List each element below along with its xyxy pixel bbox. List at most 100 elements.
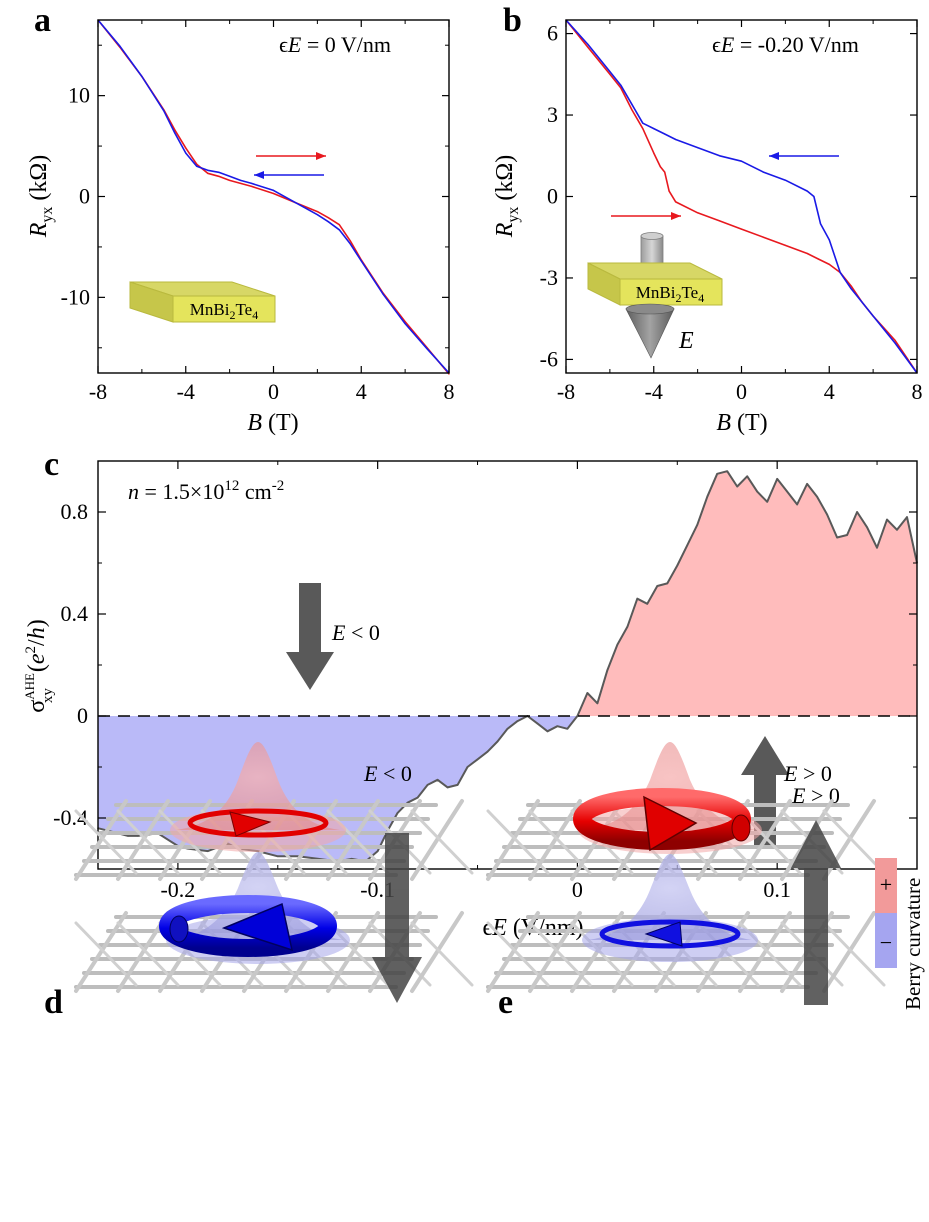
panel-b-annotation-e: E bbox=[720, 32, 735, 57]
data-point-a-0-17 bbox=[349, 240, 351, 242]
density-eq: = 1.5×10 bbox=[139, 479, 224, 504]
block-label-a: MnBi2Te4 bbox=[190, 300, 258, 322]
data-point-b-0-6 bbox=[653, 152, 655, 154]
block-label-a-pre: MnBi bbox=[190, 300, 230, 319]
data-point-b-1-8 bbox=[675, 138, 677, 141]
y-tick-label-b-2: 0 bbox=[547, 184, 558, 209]
data-point-c-52 bbox=[736, 485, 738, 488]
y-tick-label-c-1: 0 bbox=[77, 703, 88, 728]
ring-blue-small-e bbox=[599, 919, 741, 949]
data-point-c-66 bbox=[876, 546, 878, 549]
berry-peak-blue-e bbox=[588, 854, 752, 940]
colorbar-positive bbox=[875, 858, 897, 913]
x-tick-label-b-4: 8 bbox=[912, 379, 923, 404]
data-point-c-54 bbox=[756, 490, 758, 493]
y-tick-label-a-0: -10 bbox=[61, 284, 90, 309]
y-tick-label-b-0: -6 bbox=[540, 346, 558, 371]
y-tick-label-a-1: 0 bbox=[79, 184, 90, 209]
y-tick-label-c-3: 0.8 bbox=[61, 499, 89, 524]
data-point-b-0-7 bbox=[659, 166, 661, 168]
data-point-a-1-19 bbox=[382, 293, 384, 295]
x-tick-label-b-1: -4 bbox=[645, 379, 663, 404]
data-point-a-1-5 bbox=[185, 152, 187, 154]
ring-red-small-d bbox=[187, 808, 329, 838]
ring-red-thick-e bbox=[573, 788, 751, 852]
data-point-c-60 bbox=[816, 495, 818, 498]
label-e-negative: E < 0 bbox=[331, 620, 380, 645]
data-point-a-1-2 bbox=[141, 75, 143, 78]
berry-curvature-colorbar: + − Berry curvature bbox=[875, 858, 925, 1010]
panel-c-ylabel-sigma: σ bbox=[24, 700, 50, 713]
data-point-b-1-21 bbox=[872, 315, 874, 317]
data-point-a-0-14 bbox=[316, 211, 318, 213]
colorbar-minus: − bbox=[880, 930, 892, 955]
data-point-c-35 bbox=[566, 728, 569, 730]
y-tick-label-b-3: 3 bbox=[547, 102, 558, 127]
data-point-b-1-2 bbox=[609, 71, 611, 73]
data-point-b-0-23 bbox=[894, 339, 896, 341]
panel-b-plot-area: -8 -4 0 4 8 -6 -3 0 3 6 bbox=[540, 19, 923, 404]
panel-a-ylabel-unit: (kΩ) bbox=[26, 155, 52, 207]
data-point-c-67 bbox=[886, 518, 888, 521]
lattice-cross-rod-b bbox=[74, 921, 138, 987]
lattice-cross-rod bbox=[486, 911, 540, 993]
density-uexp: -2 bbox=[272, 478, 285, 494]
data-point-b-1-13 bbox=[784, 179, 787, 181]
data-point-b-0-5 bbox=[642, 128, 644, 130]
data-point-c-57 bbox=[786, 490, 788, 493]
x-tick-label-c-0: -0.2 bbox=[160, 877, 195, 902]
label-e-positive-e-e: E bbox=[783, 761, 798, 786]
data-point-b-1-22 bbox=[894, 342, 896, 344]
data-point-c-38 bbox=[596, 702, 599, 705]
data-point-b-1-20 bbox=[861, 301, 863, 303]
data-point-c-62 bbox=[836, 536, 838, 539]
data-point-a-0-5 bbox=[185, 147, 187, 149]
data-point-a-0-9 bbox=[229, 179, 231, 181]
y-tick-label-a-2: 10 bbox=[68, 83, 90, 108]
x-tick-label-a-0: -8 bbox=[89, 379, 107, 404]
panel-a-ylabel-r: R bbox=[26, 222, 52, 238]
density-exp: 12 bbox=[224, 478, 239, 494]
block-label-b-s2: 4 bbox=[698, 291, 704, 305]
data-point-c-1 bbox=[127, 835, 129, 837]
panel-d: d E < 0 bbox=[44, 742, 474, 1021]
data-point-b-0-11 bbox=[697, 212, 699, 214]
panel-c-ylabel-close: ) bbox=[24, 619, 50, 627]
data-point-c-46 bbox=[676, 564, 679, 567]
label-e-positive-e: E > 0 bbox=[783, 761, 832, 786]
sweep-arrow-head-b-0 bbox=[671, 212, 681, 220]
data-point-a-0-6 bbox=[196, 163, 198, 165]
lattice-cross-rod-b bbox=[570, 921, 634, 987]
data-point-a-0-4 bbox=[174, 129, 176, 131]
panel-b-ylabel-r: R bbox=[492, 222, 518, 238]
data-point-c-53 bbox=[746, 475, 748, 478]
data-point-c-26 bbox=[476, 758, 479, 761]
panel-b-annotation-eps: ϵ bbox=[712, 32, 721, 57]
data-point-b-0-9 bbox=[668, 190, 670, 192]
panel-b-xlabel-unit: (T) bbox=[731, 410, 768, 436]
panel-a-annotation: ϵE = 0 V/nm bbox=[279, 32, 391, 57]
panel-b-annotation-rest: = -0.20 V/nm bbox=[734, 32, 858, 57]
data-point-c-27 bbox=[486, 750, 489, 753]
data-point-b-0-12 bbox=[719, 220, 721, 222]
block-label-b-s1: 2 bbox=[675, 291, 681, 305]
data-point-c-49 bbox=[706, 495, 709, 498]
data-point-a-1-3 bbox=[163, 110, 165, 112]
ring-blue-thick-d bbox=[159, 895, 337, 957]
data-point-b-1-14 bbox=[806, 190, 808, 192]
lattice-cross-rod-b bbox=[410, 921, 474, 987]
data-point-b-0-17 bbox=[817, 258, 819, 260]
panel-c-ylabel-esup: 2 bbox=[23, 646, 39, 654]
data-point-c-42 bbox=[636, 597, 639, 600]
lattice-cross-rod bbox=[528, 911, 582, 993]
panel-e: e E > 0 + − Berry bbox=[486, 742, 925, 1021]
data-point-c-16 bbox=[376, 850, 379, 852]
lattice-cross-rod bbox=[410, 799, 464, 881]
panel-a-xlabel-unit: (T) bbox=[262, 410, 299, 436]
data-point-c-22 bbox=[436, 779, 439, 781]
data-point-a-1-12 bbox=[272, 189, 275, 191]
data-point-a-1-18 bbox=[360, 260, 362, 262]
data-point-b-1-11 bbox=[740, 160, 743, 162]
lattice-cross-rod-b bbox=[486, 921, 550, 987]
lattice-cross-rod-b bbox=[528, 921, 592, 987]
